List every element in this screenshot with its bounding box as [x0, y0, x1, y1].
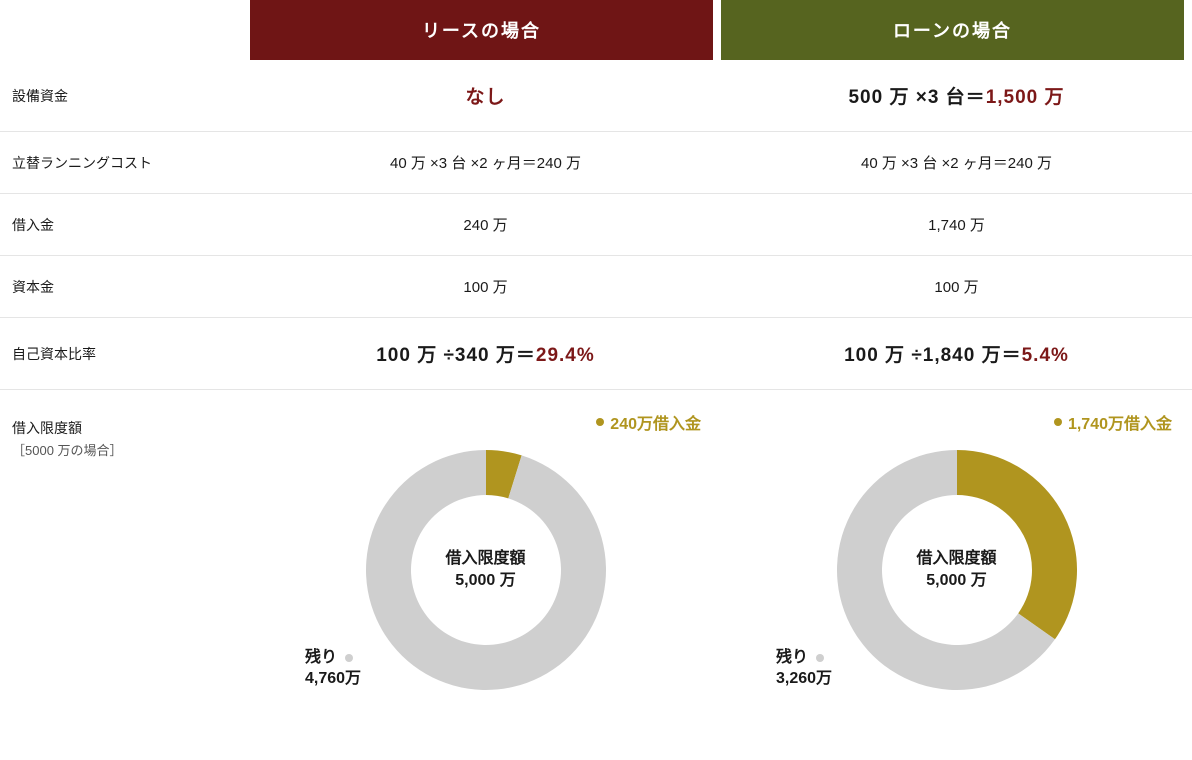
lease-legend-borrowed: 240万借入金	[596, 410, 701, 434]
lease-remain-line2: 4,760万	[305, 669, 361, 690]
charts-label-line2: ［5000 万の場合］	[12, 440, 250, 459]
header-spacer	[0, 0, 250, 60]
lease-legend-remain: 残り 4,760万	[305, 648, 361, 690]
borrowed-loan: 1,740 万	[721, 206, 1192, 243]
loan-donut: 借入限度額 5,000 万	[837, 450, 1077, 690]
label-capital: 資本金	[0, 277, 250, 297]
ratio-lease-prefix: 100 万 ÷340 万＝	[376, 345, 536, 366]
comparison-container: リースの場合 ローンの場合 設備資金 なし 500 万 ×3 台＝1,500 万…	[0, 0, 1192, 740]
loan-remain-line1: 残り	[776, 649, 808, 666]
capital-lease: 100 万	[250, 268, 721, 305]
loan-legend-borrowed-text: 1,740万借入金	[1068, 410, 1172, 434]
dot-icon	[816, 654, 824, 662]
ratio-lease-highlight: 29.4%	[536, 345, 595, 366]
ratio-lease: 100 万 ÷340 万＝29.4%	[250, 332, 721, 375]
equipment-loan: 500 万 ×3 台＝1,500 万	[721, 74, 1192, 117]
loan-legend-remain: 残り 3,260万	[776, 648, 832, 690]
row-capital: 資本金 100 万 100 万	[0, 256, 1192, 318]
lease-remain-line1: 残り	[305, 649, 337, 666]
charts-label-line1: 借入限度額	[12, 418, 250, 438]
lease-center-line1: 借入限度額	[445, 548, 525, 570]
loan-center-line2: 5,000 万	[926, 570, 987, 592]
equipment-loan-highlight: 1,500 万	[986, 87, 1065, 108]
running-lease: 40 万 ×3 台 ×2 ヶ月＝240 万	[250, 144, 721, 181]
chart-loan-cell: 1,740万借入金 借入限度額 5,000 万 残り 3,260万	[721, 410, 1192, 720]
loan-legend-borrowed: 1,740万借入金	[1054, 410, 1172, 434]
row-equipment: 設備資金 なし 500 万 ×3 台＝1,500 万	[0, 60, 1192, 132]
label-running: 立替ランニングコスト	[0, 153, 250, 173]
chart-lease-cell: 240万借入金 借入限度額 5,000 万 残り 4,760万	[250, 410, 721, 720]
row-charts: 借入限度額 ［5000 万の場合］ 240万借入金 借入限度額 5,000 万 …	[0, 390, 1192, 740]
ratio-loan-prefix: 100 万 ÷1,840 万＝	[844, 345, 1022, 366]
ratio-loan-highlight: 5.4%	[1022, 345, 1069, 366]
lease-center-line2: 5,000 万	[455, 570, 516, 592]
lease-donut: 借入限度額 5,000 万	[366, 450, 606, 690]
label-borrowed: 借入金	[0, 215, 250, 235]
label-ratio: 自己資本比率	[0, 344, 250, 364]
row-running: 立替ランニングコスト 40 万 ×3 台 ×2 ヶ月＝240 万 40 万 ×3…	[0, 132, 1192, 194]
loan-center-line1: 借入限度額	[916, 548, 996, 570]
dot-icon	[345, 654, 353, 662]
capital-loan: 100 万	[721, 268, 1192, 305]
loan-remain-line2: 3,260万	[776, 669, 832, 690]
header-row: リースの場合 ローンの場合	[0, 0, 1192, 60]
dot-icon	[596, 418, 604, 426]
lease-legend-borrowed-text: 240万借入金	[610, 410, 701, 434]
ratio-loan: 100 万 ÷1,840 万＝5.4%	[721, 332, 1192, 375]
loan-donut-center: 借入限度額 5,000 万	[837, 450, 1077, 690]
header-lease: リースの場合	[250, 0, 713, 60]
header-loan: ローンの場合	[721, 0, 1184, 60]
dot-icon	[1054, 418, 1062, 426]
label-equipment: 設備資金	[0, 86, 250, 106]
equipment-loan-prefix: 500 万 ×3 台＝	[848, 87, 985, 108]
row-borrowed: 借入金 240 万 1,740 万	[0, 194, 1192, 256]
running-loan: 40 万 ×3 台 ×2 ヶ月＝240 万	[721, 144, 1192, 181]
borrowed-lease: 240 万	[250, 206, 721, 243]
equipment-lease: なし	[250, 74, 721, 117]
lease-donut-center: 借入限度額 5,000 万	[366, 450, 606, 690]
row-ratio: 自己資本比率 100 万 ÷340 万＝29.4% 100 万 ÷1,840 万…	[0, 318, 1192, 390]
label-charts: 借入限度額 ［5000 万の場合］	[0, 410, 250, 720]
